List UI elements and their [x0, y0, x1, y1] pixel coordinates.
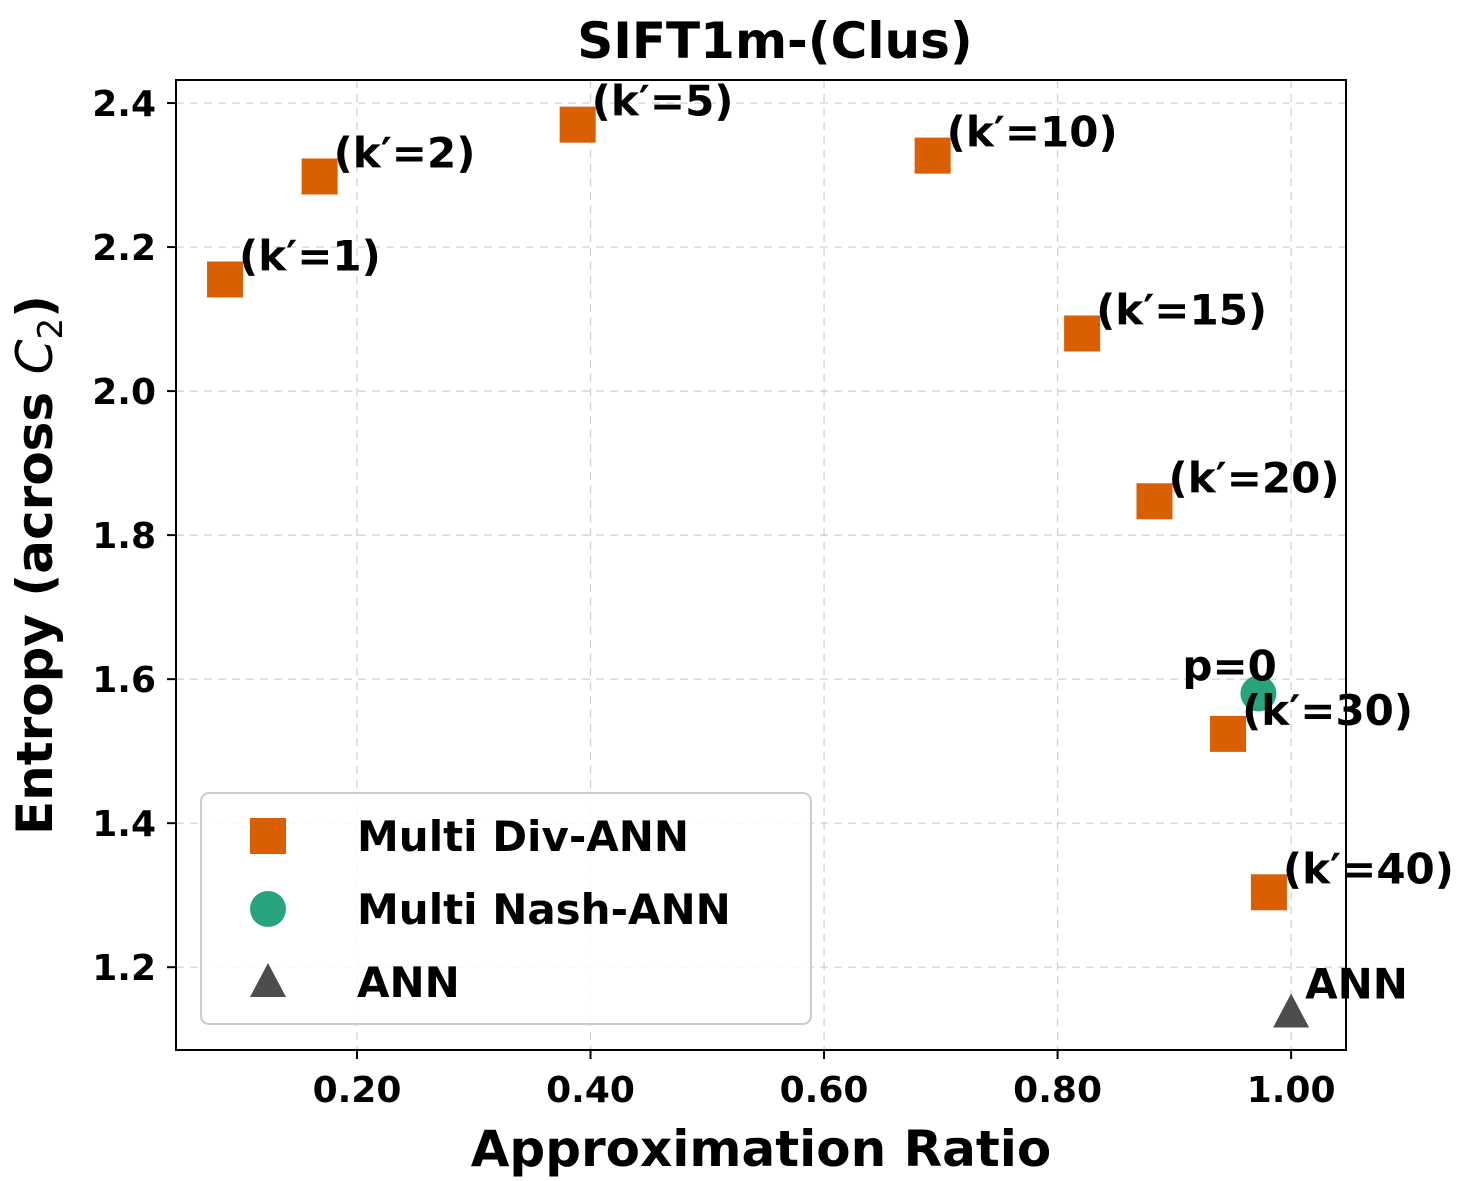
point-labels: (k′=1) (k′=2) (k′=5) (k′=10) (k′=15) (k′=20) (… — [239, 77, 1454, 1009]
y-axis-label-sub: 2 — [31, 318, 71, 340]
y-tick-label: 1.8 — [92, 516, 156, 557]
y-axis-label: Entropy (across C2) — [6, 295, 71, 835]
multi-div-ann-point — [1136, 483, 1173, 520]
point-label: (k′=1) — [239, 231, 381, 280]
ann-legend-marker — [250, 963, 286, 997]
multi-div-ann-point — [301, 158, 338, 195]
x-tick-label: 0.20 — [313, 1070, 402, 1111]
legend-label: Multi Nash-ANN — [357, 885, 731, 934]
point-label: (k′=10) — [947, 108, 1118, 157]
x-tick-label: 0.80 — [1013, 1070, 1102, 1111]
point-label: (k′=30) — [1242, 686, 1413, 735]
multi-nash-ann-legend-marker — [250, 891, 286, 927]
point-label: (k′=20) — [1169, 453, 1340, 502]
y-tick-label: 1.2 — [92, 948, 156, 989]
multi-div-ann-point — [1250, 874, 1287, 911]
y-tick-label: 1.4 — [92, 804, 156, 845]
multi-nash-ann-point — [1240, 675, 1277, 712]
x-tick-label: 0.40 — [546, 1070, 635, 1111]
y-tick-label: 2.4 — [92, 84, 156, 125]
legend: Multi Div-ANN Multi Nash-ANN ANN — [200, 792, 812, 1025]
point-label: (k′=5) — [592, 77, 734, 126]
plot-frame — [175, 79, 1347, 1051]
x-axis-ticks: 0.20 0.40 0.60 0.80 1.00 — [313, 1050, 1336, 1111]
y-tick-label: 1.6 — [92, 660, 156, 701]
y-tick-label: 2.2 — [92, 228, 156, 269]
y-axis-label-prefix: Entropy (across — [6, 374, 64, 835]
multi-div-ann-point — [207, 261, 244, 298]
x-axis-label: Approximation Ratio — [471, 1120, 1052, 1178]
multi-div-ann-point — [1210, 715, 1247, 752]
ann-point — [1273, 993, 1310, 1028]
multi-div-ann-point — [559, 106, 596, 143]
legend-label: Multi Div-ANN — [357, 812, 689, 861]
multi-div-ann-point — [1064, 315, 1101, 352]
x-tick-label: 0.60 — [780, 1070, 869, 1111]
data-points — [207, 106, 1310, 1028]
y-axis-ticks: 1.2 1.4 1.6 1.8 2.0 2.2 2.4 — [92, 84, 176, 989]
point-label: p=0 — [1182, 642, 1276, 691]
multi-div-ann-point — [914, 137, 951, 174]
point-label: (k′=15) — [1096, 285, 1267, 334]
chart-title: SIFT1m-(Clus) — [577, 12, 972, 70]
point-label: (k′=2) — [334, 128, 476, 177]
legend-box — [200, 792, 812, 1025]
y-tick-label: 2.0 — [92, 372, 156, 413]
grid — [176, 80, 1346, 1050]
point-label: ANN — [1305, 960, 1408, 1009]
y-axis-label-suffix: ) — [6, 295, 64, 318]
multi-div-ann-legend-marker — [250, 818, 286, 854]
y-axis-label-var: C — [6, 339, 64, 374]
x-tick-label: 1.00 — [1247, 1070, 1336, 1111]
point-label: (k′=40) — [1283, 844, 1454, 893]
legend-label: ANN — [357, 958, 460, 1007]
